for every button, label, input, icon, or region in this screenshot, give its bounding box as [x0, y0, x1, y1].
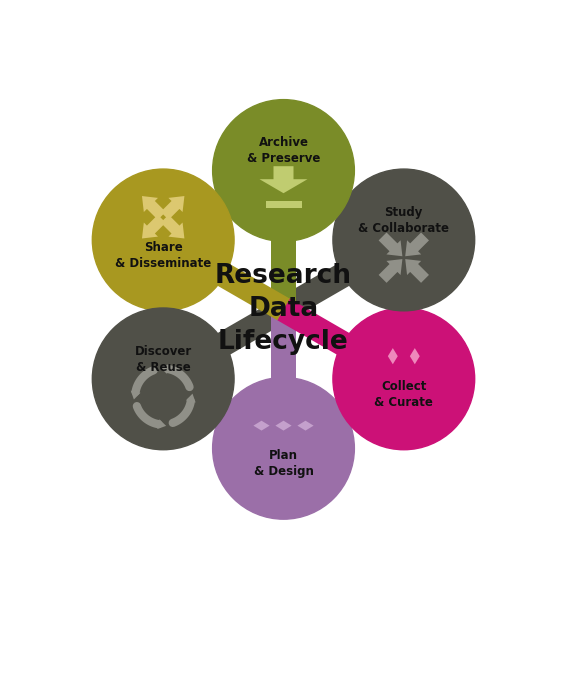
- Polygon shape: [379, 233, 403, 256]
- Polygon shape: [253, 421, 269, 430]
- Polygon shape: [379, 259, 403, 283]
- Polygon shape: [405, 259, 429, 283]
- Polygon shape: [160, 196, 184, 220]
- Circle shape: [333, 169, 475, 311]
- Polygon shape: [260, 166, 307, 193]
- Text: Study
& Collaborate: Study & Collaborate: [358, 205, 449, 235]
- Text: Research
Data
Lifecycle: Research Data Lifecycle: [215, 263, 352, 356]
- Polygon shape: [160, 215, 184, 239]
- Circle shape: [92, 169, 234, 311]
- Polygon shape: [157, 229, 290, 320]
- Polygon shape: [157, 420, 166, 429]
- Circle shape: [92, 308, 234, 449]
- Circle shape: [333, 308, 475, 449]
- Polygon shape: [410, 348, 420, 364]
- Text: Discover
& Reuse: Discover & Reuse: [134, 345, 192, 373]
- Polygon shape: [131, 390, 141, 400]
- Polygon shape: [276, 421, 291, 430]
- Polygon shape: [271, 171, 296, 309]
- Polygon shape: [157, 299, 290, 390]
- Polygon shape: [277, 229, 410, 320]
- Polygon shape: [186, 394, 196, 403]
- Text: Archive
& Preserve: Archive & Preserve: [247, 136, 320, 165]
- Polygon shape: [160, 364, 169, 374]
- Circle shape: [213, 377, 354, 520]
- Text: Share
& Disseminate: Share & Disseminate: [115, 241, 211, 270]
- Circle shape: [213, 99, 354, 241]
- Polygon shape: [271, 309, 296, 448]
- Polygon shape: [405, 233, 429, 256]
- Polygon shape: [298, 421, 314, 430]
- Bar: [265, 201, 302, 208]
- Polygon shape: [142, 215, 166, 239]
- Polygon shape: [388, 348, 398, 364]
- Polygon shape: [142, 196, 166, 220]
- Text: Collect
& Curate: Collect & Curate: [374, 380, 433, 409]
- Polygon shape: [277, 299, 410, 390]
- Text: Plan
& Design: Plan & Design: [253, 449, 314, 479]
